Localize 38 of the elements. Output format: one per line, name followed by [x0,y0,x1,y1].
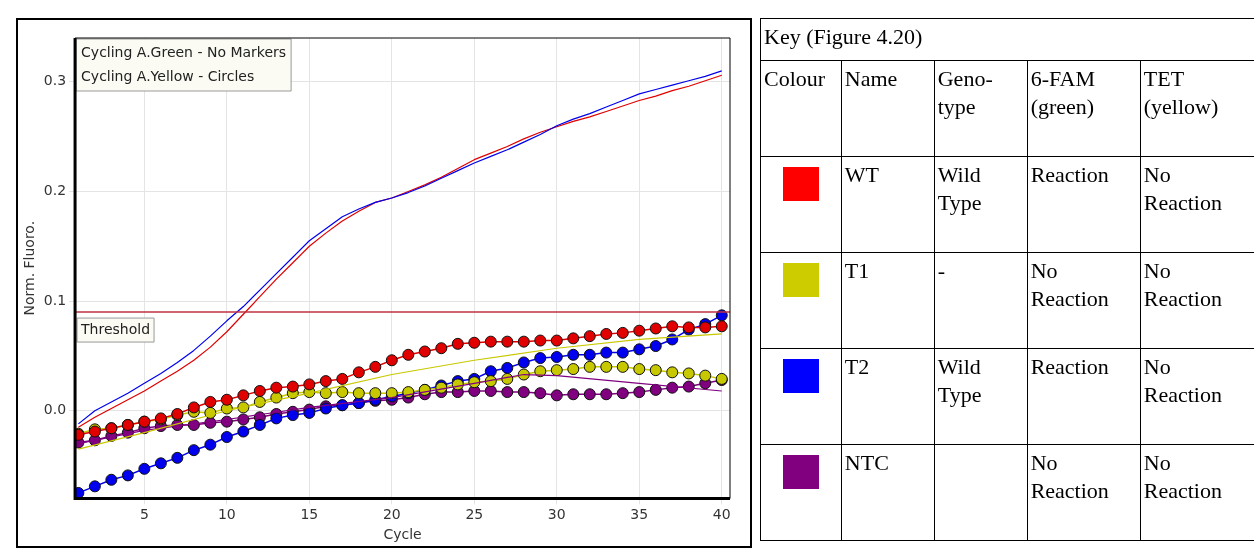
text: - [937,258,946,283]
text: No Reaction [1030,450,1109,503]
category-label: 6-FAM (green) [1027,60,1141,157]
x-tick-label: 35 [630,506,649,523]
y-tick-label: 0.1 [43,291,67,308]
text: Wild Type [937,354,982,407]
text: No Reaction [1143,450,1222,503]
text: Wild Type [937,162,982,215]
annotation: Cycling A.Green - No Markers [81,43,287,60]
ref-line-label: Threshold [80,320,151,337]
x-tick-label: 10 [217,506,236,523]
category-label: Colour [760,60,842,157]
x-axis-title: Cycle [383,526,422,543]
x-tick-label: 25 [465,506,484,523]
x-tick-label: 15 [300,506,319,523]
x-tick-label: 30 [547,506,566,523]
category-label: WT [844,162,880,187]
x-tick-label: 5 [139,506,149,523]
text: No Reaction [1143,354,1222,407]
category-label: NTC [844,450,889,475]
y-tick-label: 0.0 [43,401,67,418]
category-label: Geno-type [934,60,1028,157]
category-label: Name [841,60,935,157]
y-tick-label: 0.3 [43,72,67,89]
text: Reaction [1030,162,1109,187]
category-label: T1 [844,258,870,283]
y-tick-label: 0.2 [43,182,67,199]
text: Reaction [1030,354,1109,379]
text: No Reaction [1030,258,1109,311]
x-tick-label: 20 [382,506,401,523]
category-label: TET (yellow) [1140,60,1254,157]
y-axis-title: Norm. Fluoro. [21,220,38,316]
text: No Reaction [1143,258,1222,311]
category-label: T2 [844,354,870,379]
text: Key (Figure 4.20) [760,18,1254,61]
text: No Reaction [1143,162,1222,215]
x-tick-label: 40 [712,506,731,523]
annotation: Cycling A.Yellow - Circles [81,67,255,84]
